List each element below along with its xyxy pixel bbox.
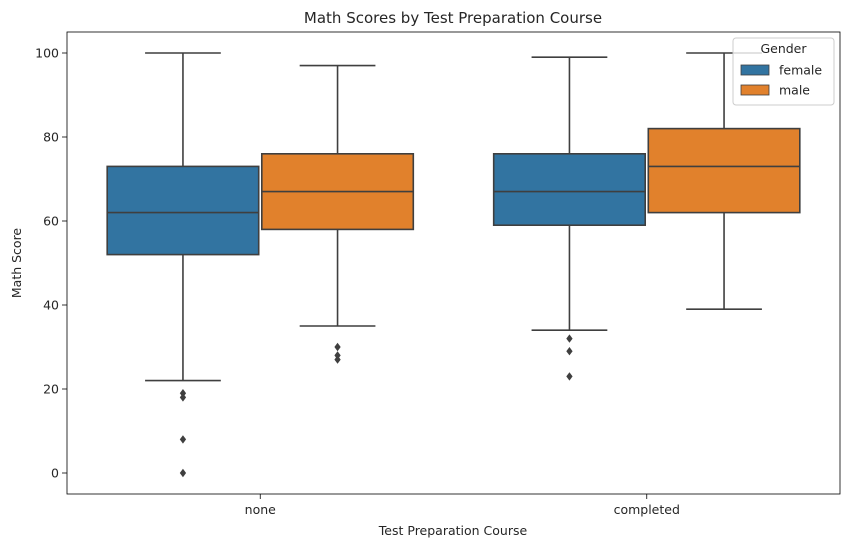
- legend-swatch-female: [740, 64, 770, 76]
- outlier-point: [566, 334, 573, 343]
- y-axis-label: Math Score: [9, 228, 24, 299]
- box-male-none: [260, 64, 415, 364]
- x-axis: none completed: [245, 494, 680, 517]
- legend-title: Gender: [760, 41, 807, 56]
- iqr-box: [492, 153, 647, 227]
- x-tick-label: none: [245, 502, 276, 517]
- legend: Gender female male: [732, 37, 835, 106]
- legend-label-male: male: [779, 83, 810, 98]
- chart-title: Math Scores by Test Preparation Course: [304, 9, 602, 27]
- box-male-completed: [647, 52, 801, 311]
- y-tick-label: 40: [43, 298, 59, 313]
- y-axis: 0 20 40 60 80 100: [35, 46, 67, 481]
- outlier-point: [179, 389, 187, 398]
- outlier-point: [334, 342, 341, 352]
- plot-frame: [66, 31, 841, 495]
- iqr-box: [106, 165, 260, 256]
- iqr-box: [647, 127, 801, 214]
- y-tick-label: 80: [43, 130, 59, 145]
- box-female-none: [106, 52, 260, 478]
- outlier-point: [179, 393, 187, 402]
- outlier-point: [179, 468, 187, 478]
- x-axis-label: Test Preparation Course: [378, 523, 528, 538]
- y-tick-label: 60: [43, 214, 59, 229]
- outlier-point: [566, 372, 573, 381]
- x-tick-label: completed: [614, 502, 680, 517]
- y-tick-label: 20: [43, 382, 59, 397]
- outlier-point: [334, 355, 341, 364]
- y-tick-label: 100: [35, 46, 59, 61]
- y-tick-label: 0: [51, 466, 59, 481]
- legend-label-female: female: [779, 63, 822, 78]
- box-female-completed: [492, 56, 647, 381]
- outlier-point: [179, 435, 187, 444]
- legend-swatch-male: [740, 84, 770, 96]
- outlier-point: [566, 347, 573, 356]
- plot-area: [106, 52, 801, 478]
